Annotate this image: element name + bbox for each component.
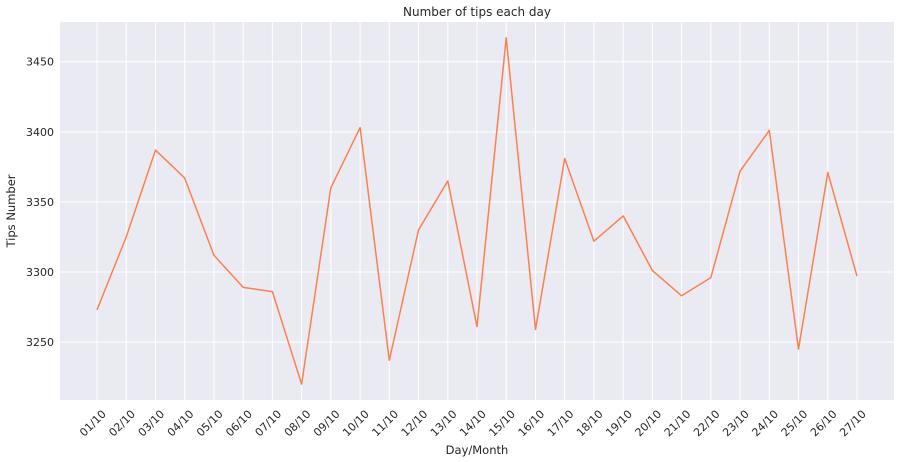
x-tick-label: 02/10 (106, 408, 138, 440)
x-tick-label: 15/10 (486, 408, 518, 440)
x-tick-label: 25/10 (779, 408, 811, 440)
chart-title: Number of tips each day (403, 5, 551, 19)
x-tick-label: 21/10 (662, 408, 694, 440)
x-tick-label: 24/10 (749, 408, 781, 440)
y-tick-label: 3450 (26, 56, 54, 69)
series-layer (96, 37, 858, 385)
x-tick-label: 11/10 (369, 408, 401, 440)
y-tick-labels: 3250 3300 3350 3400 3450 (26, 56, 54, 349)
x-tick-label: 07/10 (253, 408, 285, 440)
x-tick-label: 13/10 (428, 408, 460, 440)
x-tick-label: 04/10 (165, 408, 197, 440)
x-tick-labels: 01/1002/1003/1004/1005/1006/1007/1008/10… (77, 408, 869, 440)
x-tick-label: 22/10 (691, 408, 723, 440)
x-tick-label: 18/10 (574, 408, 606, 440)
x-tick-label: 16/10 (516, 408, 548, 440)
x-tick-label: 14/10 (457, 408, 489, 440)
x-tick-label: 03/10 (136, 408, 168, 440)
y-tick-label: 3350 (26, 196, 54, 209)
series-line (96, 37, 858, 385)
x-tick-label: 17/10 (545, 408, 577, 440)
x-tick-label: 27/10 (837, 408, 869, 440)
x-tick-label: 01/10 (77, 408, 109, 440)
y-tick-label: 3400 (26, 126, 54, 139)
x-tick-label: 20/10 (633, 408, 665, 440)
x-tick-label: 12/10 (399, 408, 431, 440)
y-tick-label: 3300 (26, 266, 54, 279)
x-tick-label: 23/10 (720, 408, 752, 440)
x-tick-label: 19/10 (603, 408, 635, 440)
x-axis-label: Day/Month (446, 443, 509, 457)
x-tick-label: 09/10 (311, 408, 343, 440)
x-tick-label: 06/10 (223, 408, 255, 440)
y-tick-label: 3250 (26, 336, 54, 349)
x-tick-label: 05/10 (194, 408, 226, 440)
x-tick-label: 10/10 (340, 408, 372, 440)
grid-lines (60, 22, 894, 400)
y-axis-label: Tips Number (4, 174, 18, 248)
x-tick-label: 08/10 (282, 408, 314, 440)
x-tick-label: 26/10 (808, 408, 840, 440)
